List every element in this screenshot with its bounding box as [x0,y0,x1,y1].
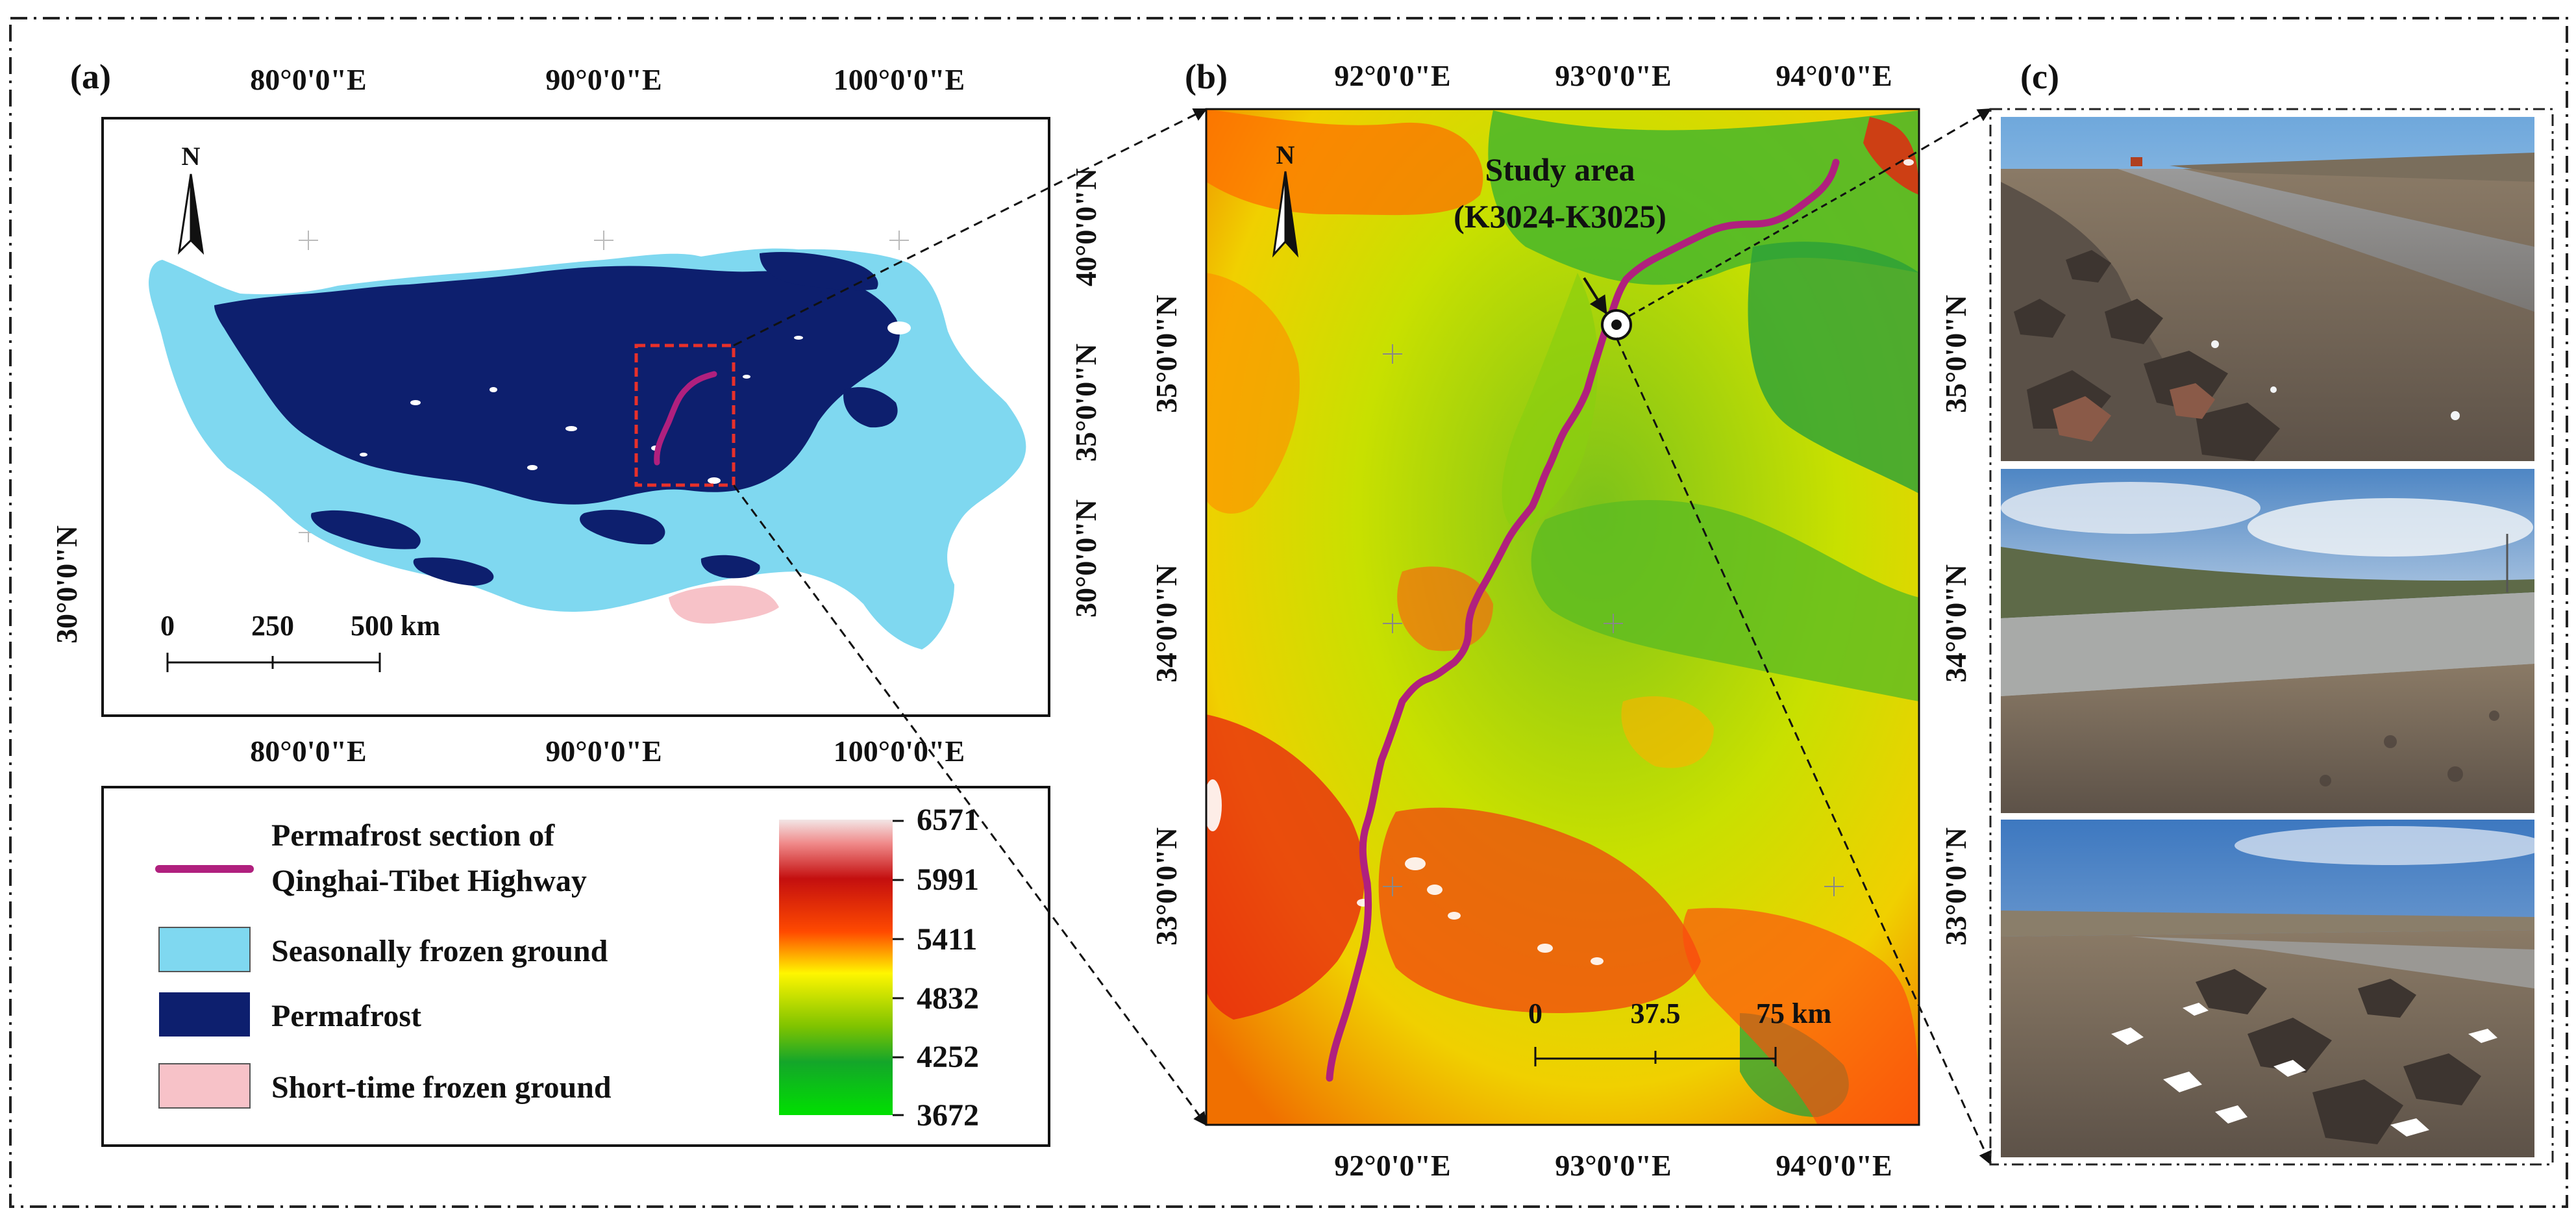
map-b-lat-left-35: 35°0'0"N [1150,295,1183,413]
map-b-frame [1205,108,1920,1126]
map-b-lat-right-33: 33°0'0"N [1939,827,1972,946]
elevation-label-2: 5411 [917,922,977,957]
panel-a: (a) 80°0'0"E 90°0'0"E 100°0'0"E [50,57,1102,768]
elevation-ticks [893,820,904,1116]
map-b-highway [1326,158,1840,1082]
panel-c-frame [1989,108,2554,1166]
map-a-lat-left-30: 30°0'0"N [50,525,83,644]
map-b-study-dashline [1619,171,1883,323]
map-b-graticule [1383,344,1844,896]
shorttime-frozen-ground [669,585,779,624]
connector-lines-a-b [732,108,1208,1126]
legend-swatch-permafrost [159,992,250,1037]
panel-c: (c) [1989,57,2554,1166]
photo-3 [2001,820,2534,1157]
map-a-lat-right-40: 40°0'0"N [1069,168,1102,286]
svg-text:N: N [182,142,201,171]
legend-label-seasonal: Seasonally frozen ground [271,934,608,968]
elevation-label-4: 4252 [917,1040,979,1074]
legend-label-permafrost: Permafrost [271,999,421,1033]
legend-swatch-shorttime [158,1063,251,1109]
svg-text:N: N [1276,140,1295,170]
map-a-lon-bottom-80: 80°0'0"E [250,735,366,768]
elevation-label-5: 3672 [917,1098,979,1133]
map-b-lon-top-94: 94°0'0"E [1776,59,1892,92]
svg-text:250: 250 [251,610,294,642]
map-b-lat-left-33: 33°0'0"N [1150,827,1183,946]
legend-label-shorttime: Short-time frozen ground [271,1070,612,1105]
map-b-lon-top-93: 93°0'0"E [1555,59,1671,92]
map-a-lon-top-90: 90°0'0"E [545,63,662,96]
map-b-north-arrow: N [1272,140,1299,258]
elevation-label-1: 5991 [917,862,979,897]
map-a-lon-top-100: 100°0'0"E [834,63,965,96]
elevation-color-ramp [779,820,893,1115]
study-area-marker [1583,277,1632,340]
legend: Permafrost section of Qinghai-Tibet High… [101,786,1050,1147]
connector-lines-b-c [1615,108,1992,1165]
study-area-code: (K3024-K3025) [1454,198,1666,234]
map-a-lat-right-30: 30°0'0"N [1069,499,1102,618]
svg-text:0: 0 [160,610,175,642]
map-a-lon-top-80: 80°0'0"E [250,63,366,96]
map-a-north-arrow: N [177,142,204,255]
map-b-lon-bottom-92: 92°0'0"E [1334,1149,1450,1182]
map-b-scalebar: 0 37.5 75 km [1528,998,1831,1066]
map-a-highway [654,371,717,466]
study-extent-box [634,344,736,487]
study-area-title: Study area [1485,151,1635,188]
svg-text:0: 0 [1528,998,1542,1029]
map-b-lon-bottom-93: 93°0'0"E [1555,1149,1671,1182]
elevation-label-0: 6571 [917,803,979,837]
map-a-lon-bottom-100: 100°0'0"E [834,735,965,768]
elevation-label-3: 4832 [917,981,979,1016]
panel-c-label: (c) [2020,57,2059,96]
map-a-scalebar: 0 250 500 km [160,610,440,672]
map-a-lat-right-35: 35°0'0"N [1069,344,1102,462]
svg-text:37.5: 37.5 [1631,998,1681,1029]
map-b-lat-left-34: 34°0'0"N [1150,564,1183,683]
legend-label-highway-2: Qinghai-Tibet Highway [271,864,587,898]
dem-raster [1204,109,1919,1125]
map-b-lat-right-34: 34°0'0"N [1939,564,1972,683]
panel-b: (b) 92°0'0"E 93°0'0"E 94°0'0"E [1150,57,1972,1182]
map-a-lakes [360,321,911,484]
map-a-lon-bottom-90: 90°0'0"E [545,735,662,768]
map-b-lon-bottom-94: 94°0'0"E [1776,1149,1892,1182]
svg-text:500 km: 500 km [351,610,440,642]
permafrost-areas [214,252,900,586]
map-b-lat-right-35: 35°0'0"N [1939,295,1972,413]
panel-a-label: (a) [70,57,111,96]
photo-1 [2001,117,2534,461]
outer-frame [9,17,2568,1208]
legend-swatch-seasonal [158,927,251,972]
legend-label-highway-1: Permafrost section of [271,818,555,853]
map-b-lon-top-92: 92°0'0"E [1334,59,1450,92]
photo-2 [2001,469,2534,813]
panel-b-label: (b) [1185,57,1228,96]
svg-text:75 km: 75 km [1756,998,1831,1029]
